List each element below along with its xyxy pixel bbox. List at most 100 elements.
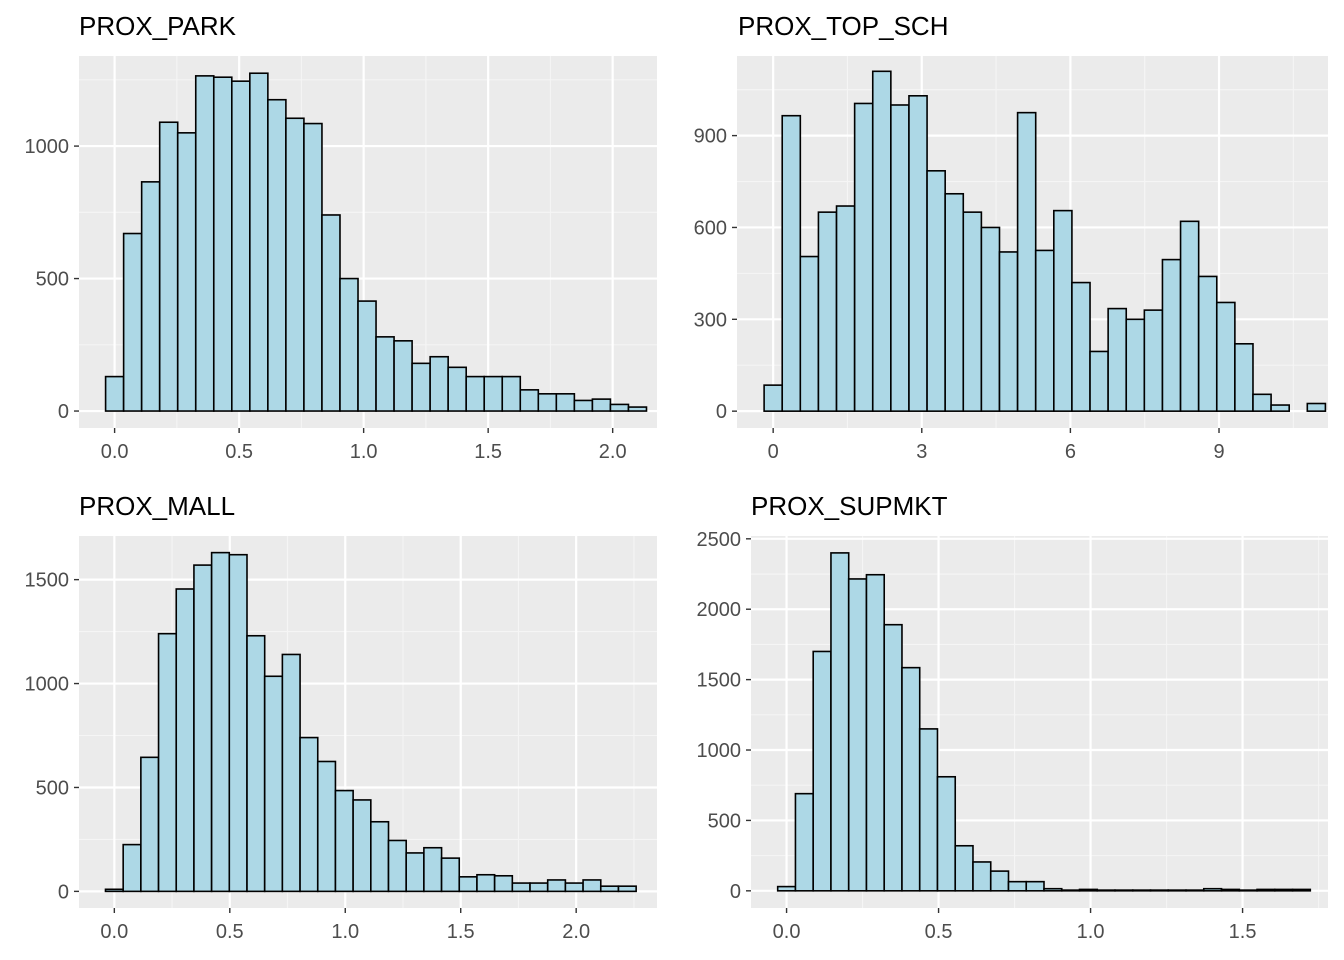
- histogram-bar: [122, 843, 142, 893]
- histogram-prox-mall: PROX_MALL 0.0 0.5 1.0 1.5 2.0 0 500 1000 1500: [0, 480, 672, 960]
- histogram-bar: [972, 861, 992, 892]
- y-tick-label: 300: [694, 309, 727, 331]
- x-tick-label: 1.5: [474, 441, 502, 463]
- x-tick-label: 0.0: [100, 921, 128, 943]
- histogram-bar: [835, 205, 856, 412]
- histogram-bar: [193, 564, 213, 893]
- histogram-bar: [375, 336, 395, 412]
- histogram-bar: [1270, 404, 1290, 412]
- histogram-bar: [387, 839, 407, 893]
- histogram-bar: [591, 398, 612, 412]
- histogram-bar: [299, 736, 319, 893]
- histogram-bar: [321, 214, 341, 412]
- histogram-bar: [476, 873, 496, 893]
- histogram-bar: [1060, 889, 1081, 892]
- y-tick-label: 1000: [25, 136, 70, 158]
- histogram-bar: [609, 403, 630, 412]
- histogram-bar: [357, 300, 377, 412]
- histogram-bar: [1220, 888, 1241, 892]
- x-tick-label: 2.0: [599, 441, 627, 463]
- histogram-bar: [1071, 281, 1091, 412]
- histogram-prox-top-sch: PROX_TOP_SCH 0 3 6 9 0 300 600 900: [672, 0, 1344, 480]
- histogram-bar: [1149, 889, 1170, 892]
- histogram-bar: [303, 122, 323, 412]
- histogram-bar: [339, 277, 359, 412]
- histogram-bar: [962, 211, 983, 412]
- x-tick-label: 0.0: [773, 921, 801, 943]
- histogram-bar: [1025, 880, 1045, 892]
- histogram-bar: [429, 355, 449, 412]
- histogram-bar: [231, 80, 251, 412]
- histogram-bar: [1107, 307, 1128, 412]
- histogram-bar: [1143, 309, 1164, 412]
- histogram-bar: [493, 874, 514, 893]
- histogram-bar: [926, 170, 946, 412]
- histogram-bar: [627, 406, 648, 412]
- histogram-bar: [176, 132, 197, 412]
- histogram-bar: [918, 728, 939, 892]
- histogram-bar: [1306, 402, 1327, 412]
- histogram-bar: [599, 885, 620, 893]
- x-tick-label: 1.0: [331, 921, 359, 943]
- histogram-bar: [564, 882, 584, 893]
- histogram-bar: [1089, 350, 1109, 412]
- histogram-bar: [157, 632, 178, 893]
- histogram-bar: [989, 870, 1010, 892]
- x-tick-label: 0.5: [216, 921, 244, 943]
- histogram-bar: [865, 573, 886, 892]
- chart-title: PROX_SUPMKT: [751, 491, 948, 521]
- histogram-bar: [263, 675, 284, 893]
- histogram-bar: [1043, 887, 1063, 892]
- y-tick-label: 900: [694, 126, 727, 148]
- y-tick-label: 1000: [697, 740, 742, 762]
- histogram-bar: [440, 857, 461, 893]
- y-tick-label: 1000: [25, 674, 70, 696]
- histogram-bar: [267, 98, 287, 412]
- histogram-bar: [847, 578, 868, 892]
- histogram-bar: [228, 553, 248, 893]
- histogram-prox-park: PROX_PARK 0.0 0.5 1.0 1.5 2.0 0 500 1000: [0, 0, 672, 480]
- histogram-bar: [285, 117, 305, 412]
- histogram-bar: [140, 181, 161, 412]
- histogram-bar: [423, 846, 443, 893]
- histogram-bar: [158, 121, 179, 412]
- histogram-bar: [122, 232, 143, 412]
- y-tick-label: 1500: [25, 570, 70, 592]
- histogram-bar: [1252, 393, 1272, 412]
- histogram-bar: [483, 375, 504, 412]
- x-tick-label: 3: [916, 441, 927, 463]
- histogram-bar: [1114, 889, 1134, 892]
- histogram-bar: [890, 104, 910, 412]
- histogram-bar: [1273, 888, 1294, 892]
- histogram-bar: [763, 384, 784, 412]
- histogram-prox-top-sch-svg: PROX_TOP_SCH 0 3 6 9 0 300 600 900: [694, 11, 1328, 463]
- y-tick-label: 2000: [697, 599, 742, 621]
- histogram-bar: [246, 634, 266, 893]
- histogram-bar: [104, 888, 124, 893]
- histogram-bar: [799, 255, 820, 412]
- histogram-bar: [1167, 889, 1187, 892]
- y-tick-label: 500: [708, 810, 741, 832]
- histogram-bar: [537, 393, 558, 412]
- histogram-bar: [555, 393, 576, 412]
- histogram-bar: [1053, 209, 1073, 412]
- histogram-bar: [104, 375, 125, 412]
- histogram-bar: [883, 623, 903, 892]
- histogram-bar: [908, 95, 928, 412]
- x-tick-label: 6: [1065, 441, 1076, 463]
- histogram-bar: [812, 650, 832, 892]
- histogram-bar: [1078, 888, 1099, 892]
- histogram-bar: [210, 551, 231, 893]
- histogram-bar: [140, 756, 160, 893]
- histogram-bar: [529, 882, 549, 893]
- y-tick-label: 500: [36, 777, 69, 799]
- histogram-bar: [954, 844, 974, 892]
- histogram-bar: [781, 114, 802, 412]
- y-tick-label: 0: [58, 881, 69, 903]
- histogram-bar: [776, 885, 797, 892]
- histogram-bar: [1034, 249, 1055, 412]
- x-tick-label: 0.5: [225, 441, 253, 463]
- histogram-bar: [352, 799, 372, 893]
- histogram-bar: [212, 76, 233, 412]
- histogram-bar: [546, 879, 567, 893]
